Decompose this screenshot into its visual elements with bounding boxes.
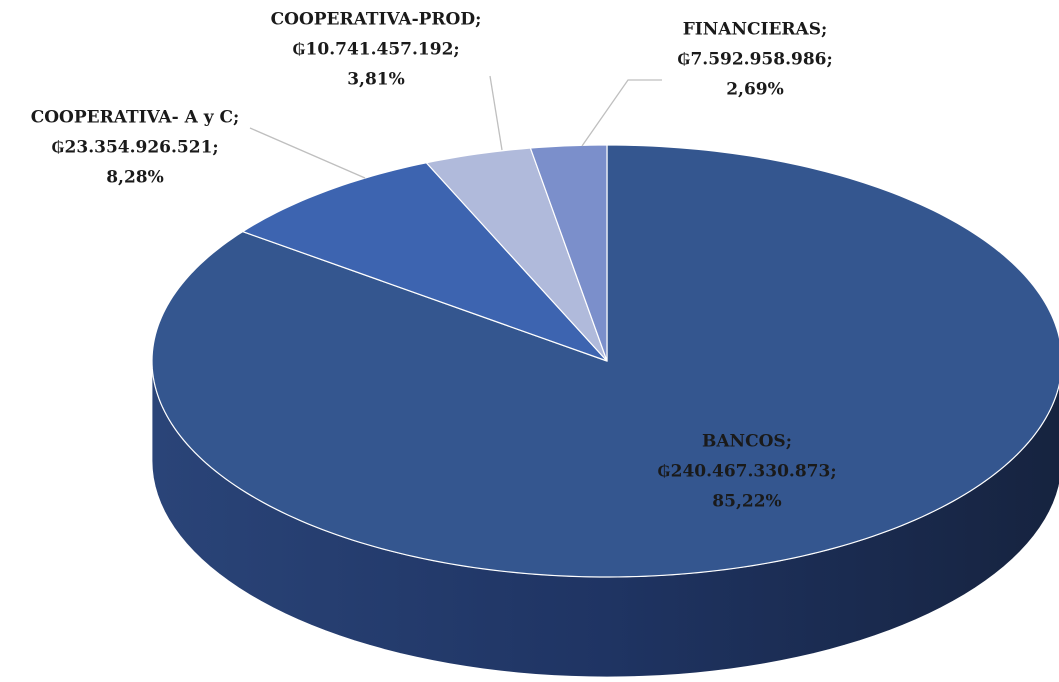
slice-label-percent: 85,22% xyxy=(712,492,781,512)
slice-label-percent: 3,81% xyxy=(347,70,405,90)
pie-slice xyxy=(241,162,608,362)
slice-label-name: BANCOS; xyxy=(702,432,792,452)
slice-label-name: COOPERATIVA- A y C; xyxy=(31,108,240,128)
slice-label-percent: 8,28% xyxy=(106,168,164,188)
leader-line xyxy=(489,75,503,151)
pie-slice xyxy=(425,147,608,362)
pie-top xyxy=(151,144,1059,578)
slice-label-value: ₲10.741.457.192; xyxy=(292,40,459,60)
slice-label-value: ₲23.354.926.521; xyxy=(51,138,218,158)
leader-line xyxy=(249,127,366,179)
slice-label-name: COOPERATIVA-PROD; xyxy=(271,10,482,30)
pie-slice xyxy=(529,144,608,362)
slice-label-percent: 2,69% xyxy=(726,80,784,100)
slice-label-name: FINANCIERAS; xyxy=(683,20,828,40)
leader-line xyxy=(581,79,662,147)
labels: BANCOS; ₲240.467.330.873; 85,22% COOPERATIV… xyxy=(31,10,837,512)
slice-label-value: ₲7.592.958.986; xyxy=(677,50,833,70)
slice-label-value: ₲240.467.330.873; xyxy=(657,462,836,482)
